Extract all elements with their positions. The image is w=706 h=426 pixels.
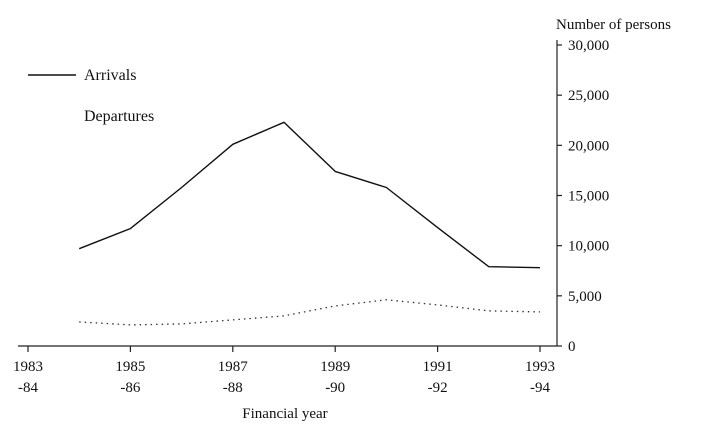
y-tick-label: 20,000 [568,138,609,154]
y-tick-label: 10,000 [568,239,609,255]
y-axis-title: Number of persons [556,17,671,33]
x-tick-label: 1987 [218,359,249,375]
x-tick-sublabel: -86 [120,380,140,396]
series-line-departures [79,299,541,326]
x-tick-label: 1983 [13,359,43,375]
y-tick-label: 0 [568,339,576,355]
y-tick-label: 5,000 [568,289,602,305]
x-tick-sublabel: -92 [428,380,448,396]
y-tick-label: 25,000 [568,88,609,104]
y-tick-label: 15,000 [568,189,609,205]
y-axis-ticks: 0 5,000 10,000 15,000 20,000 25,000 30,000 [557,38,609,355]
x-tick-label: 1993 [525,359,555,375]
x-tick-sublabel: -94 [530,380,550,396]
series-line-arrivals [78,121,541,269]
x-axis-title: Financial year [242,406,327,422]
x-tick-sublabel: -88 [223,380,243,396]
legend: Arrivals Departures [28,67,154,125]
x-tick-label: 1991 [423,359,453,375]
x-tick-sublabel: -90 [325,380,345,396]
y-tick-label: 30,000 [568,38,609,54]
x-tick-label: 1985 [115,359,145,375]
legend-arrivals-label: Arrivals [84,67,136,84]
legend-departures-label: Departures [84,108,154,125]
x-tick-sublabel: -84 [18,380,38,396]
x-axis-ticks: 1983 -84 1985 -86 1987 -88 1989 -90 1991 -92 1993 -… [13,346,555,396]
x-tick-label: 1989 [320,359,350,375]
series-layer [78,121,541,326]
